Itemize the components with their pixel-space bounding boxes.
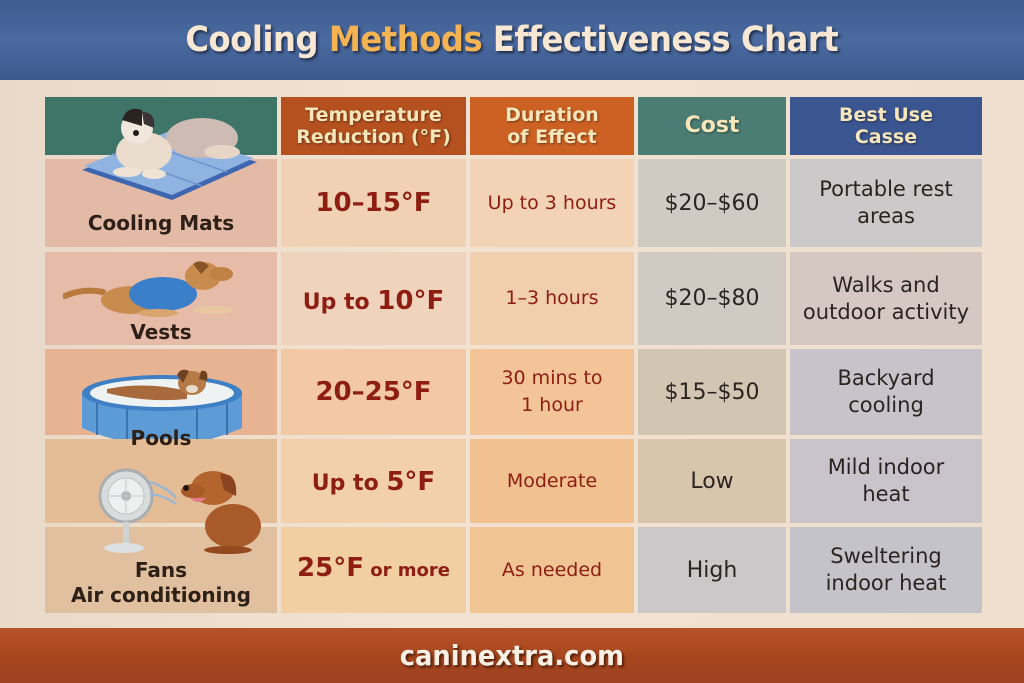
table-row-pools-method: Pools xyxy=(45,349,277,450)
duration-value: Up to 3 hours xyxy=(487,191,617,214)
temperature-value: 25°F xyxy=(297,553,364,583)
table-row-air-conditioning-temperature: 25°F or more xyxy=(281,527,466,613)
title-word-cooling: Cooling xyxy=(185,20,319,60)
best-use-line1: Sweltering xyxy=(830,544,942,568)
table-row-cooling-mats-duration: Up to 3 hours xyxy=(470,159,634,247)
header-label-line2: Reduction (°F) xyxy=(296,126,451,148)
temperature-value: 10–15°F xyxy=(315,188,432,218)
cost-value: Low xyxy=(690,468,734,494)
table-row-vests-cost: $20–$80 xyxy=(638,252,786,345)
temperature-value: 20–25°F xyxy=(315,377,432,407)
best-use-line2: indoor heat xyxy=(825,571,947,595)
table-row-fans-cost: Low xyxy=(638,439,786,523)
table-row-air-conditioning-best-use: Sweltering indoor heat xyxy=(790,527,982,613)
cost-value: $20–$80 xyxy=(664,286,760,311)
table-row-pools-best-use: Backyard cooling xyxy=(790,349,982,435)
method-label: Vests xyxy=(130,320,192,344)
dog-on-cooling-mat-icon xyxy=(72,100,262,205)
page-title: Cooling Methods Effectiveness Chart xyxy=(186,20,839,60)
table-row-cooling-mats-best-use: Portable rest areas xyxy=(790,159,982,247)
temperature-value: 10°F xyxy=(377,286,445,316)
header-label-line2: of Effect xyxy=(507,126,597,148)
header-duration-of-effect: Duration of Effect xyxy=(470,97,634,155)
fan-and-dog-icon xyxy=(88,466,268,556)
table-row-air-conditioning-cost: High xyxy=(638,527,786,613)
method-label-air-conditioning: Air conditioning xyxy=(71,583,251,607)
table-row-cooling-mats-temperature: 10–15°F xyxy=(281,159,466,247)
table-row-pools-cost: $15–$50 xyxy=(638,349,786,435)
temperature-prefix: Up to xyxy=(302,290,378,315)
table-row-fans-temperature: Up to 5°F xyxy=(281,439,466,523)
cost-value: $15–$50 xyxy=(664,379,760,405)
table-row-vests-best-use: Walks and outdoor activity xyxy=(790,252,982,345)
best-use-line2: areas xyxy=(857,204,915,228)
method-label: Pools xyxy=(130,426,192,450)
header-label-line1: Duration xyxy=(505,104,599,126)
best-use-line2: heat xyxy=(862,482,910,506)
table-row-air-conditioning-duration: As needed xyxy=(470,527,634,613)
title-word-effectiveness-chart: Effectiveness Chart xyxy=(493,20,839,60)
header-label-line1: Cost xyxy=(684,113,740,138)
best-use-line1: Backyard xyxy=(837,366,935,390)
table-row-cooling-mats-cost: $20–$60 xyxy=(638,159,786,247)
duration-line1: 30 mins to xyxy=(501,367,603,389)
table-row-pools-temperature: 20–25°F xyxy=(281,349,466,435)
title-word-methods: Methods xyxy=(329,20,483,60)
dog-in-pool-icon xyxy=(77,363,247,453)
header-best-use-case: Best Use Casse xyxy=(790,97,982,155)
temperature-suffix: or more xyxy=(363,560,450,581)
method-label: Cooling Mats xyxy=(87,211,235,235)
footer-website-link[interactable]: caninextra.com xyxy=(399,639,625,672)
cost-value: $20–$60 xyxy=(664,190,760,216)
duration-value: 1–3 hours xyxy=(505,287,599,309)
fans-ac-label-group: Fans Air conditioning xyxy=(45,558,277,608)
table-row-cooling-mats-method: Cooling Mats xyxy=(45,159,277,247)
footer-band: caninextra.com xyxy=(0,628,1024,683)
best-use-line2: outdoor activity xyxy=(802,299,970,324)
temperature-value: 5°F xyxy=(386,467,436,497)
best-use-line2: cooling xyxy=(848,393,924,417)
table-row-vests-duration: 1–3 hours xyxy=(470,252,634,345)
header-label-line1: Temperature xyxy=(305,104,442,126)
temperature-prefix: Up to xyxy=(311,471,387,496)
best-use-line1: Portable rest xyxy=(819,177,953,201)
method-label-fans: Fans xyxy=(134,558,188,582)
header-temperature-reduction: Temperature Reduction (°F) xyxy=(281,97,466,155)
duration-line2: 1 hour xyxy=(521,394,583,416)
dog-in-cooling-vest-icon xyxy=(62,258,243,320)
table-row-fans-duration: Moderate xyxy=(470,439,634,523)
duration-value: As needed xyxy=(501,558,603,581)
title-band: Cooling Methods Effectiveness Chart xyxy=(0,0,1024,80)
header-cost: Cost xyxy=(638,97,786,155)
header-label-line2: Casse xyxy=(854,126,918,148)
duration-value: Moderate xyxy=(506,469,598,492)
table-row-pools-duration: 30 mins to 1 hour xyxy=(470,349,634,435)
table-row-fans-best-use: Mild indoor heat xyxy=(790,439,982,523)
cost-value: High xyxy=(686,557,738,583)
table-row-vests-temperature: Up to 10°F xyxy=(281,252,466,345)
header-label-line1: Best Use xyxy=(839,104,933,126)
table-row-vests-method: Vests xyxy=(45,252,277,345)
best-use-line1: Mild indoor xyxy=(827,455,945,479)
best-use-line1: Walks and xyxy=(832,272,940,297)
